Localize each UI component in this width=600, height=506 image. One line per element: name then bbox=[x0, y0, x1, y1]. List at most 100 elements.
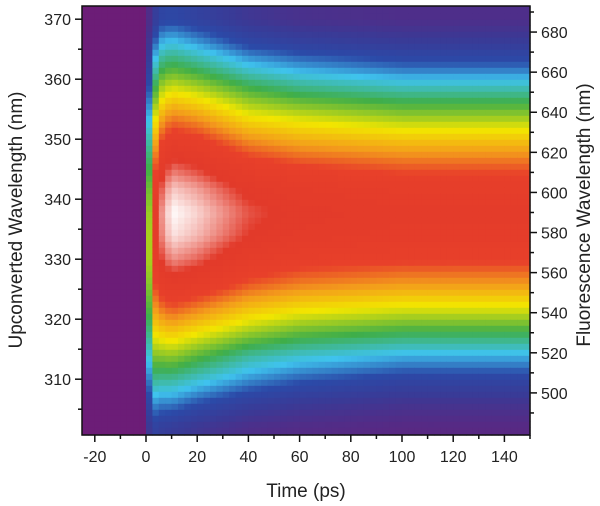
heatmap-cell bbox=[485, 6, 493, 8]
heatmap-cell bbox=[472, 337, 480, 344]
heatmap-cell bbox=[248, 133, 256, 140]
heatmap-cell bbox=[146, 307, 153, 314]
heatmap-cell bbox=[389, 6, 397, 8]
heatmap-cell bbox=[325, 325, 333, 332]
heatmap-cell bbox=[261, 49, 269, 56]
heatmap-cell bbox=[152, 391, 160, 398]
heatmap-cell bbox=[414, 127, 422, 134]
heatmap-cell bbox=[139, 361, 147, 368]
heatmap-cell bbox=[165, 217, 173, 224]
heatmap-cell bbox=[210, 193, 217, 200]
heatmap-cell bbox=[152, 151, 160, 158]
heatmap-cell bbox=[120, 67, 128, 74]
heatmap-cell bbox=[242, 73, 249, 80]
heatmap-cell bbox=[504, 331, 512, 338]
heatmap-cell bbox=[427, 337, 435, 344]
heatmap-cell bbox=[178, 223, 185, 230]
heatmap-cell bbox=[350, 229, 358, 236]
heatmap-cell bbox=[152, 283, 160, 290]
heatmap-cell bbox=[421, 157, 429, 164]
heatmap-cell bbox=[190, 301, 198, 308]
heatmap-cell bbox=[88, 403, 96, 410]
heatmap-cell bbox=[370, 349, 377, 356]
heatmap-cell bbox=[478, 331, 486, 338]
heatmap-cell bbox=[165, 427, 173, 434]
heatmap-cell bbox=[485, 211, 493, 218]
heatmap-cell bbox=[107, 247, 115, 254]
heatmap-cell bbox=[139, 409, 147, 416]
heatmap-cell bbox=[357, 157, 365, 164]
heatmap-cell bbox=[235, 403, 243, 410]
heatmap-cell bbox=[338, 427, 345, 434]
heatmap-cell bbox=[274, 307, 281, 314]
heatmap-cell bbox=[370, 421, 377, 428]
heatmap-cell bbox=[427, 277, 435, 284]
heatmap-cell bbox=[82, 49, 89, 56]
heatmap-cell bbox=[235, 259, 243, 266]
heatmap-cell bbox=[350, 385, 358, 392]
heatmap-cell bbox=[325, 109, 333, 116]
heatmap-cell bbox=[190, 85, 198, 92]
heatmap-cell bbox=[344, 265, 352, 272]
heatmap-cell bbox=[472, 181, 480, 188]
heatmap-cell bbox=[88, 265, 96, 272]
heatmap-cell bbox=[286, 349, 294, 356]
heatmap-cell bbox=[504, 43, 512, 50]
heatmap-cell bbox=[120, 133, 128, 140]
heatmap-cell bbox=[363, 337, 371, 344]
heatmap-cell bbox=[139, 199, 147, 206]
heatmap-cell bbox=[498, 265, 505, 272]
heatmap-cell bbox=[146, 133, 153, 140]
heatmap-cell bbox=[402, 403, 409, 410]
heatmap-cell bbox=[107, 307, 115, 314]
heatmap-cell bbox=[395, 145, 403, 152]
heatmap-cell bbox=[395, 241, 403, 248]
heatmap-cell bbox=[165, 31, 173, 38]
heatmap-cell bbox=[318, 6, 326, 8]
heatmap-cell bbox=[382, 139, 390, 146]
heatmap-cell bbox=[165, 229, 173, 236]
heatmap-cell bbox=[504, 211, 512, 218]
heatmap-cell bbox=[318, 181, 326, 188]
heatmap-cell bbox=[517, 421, 525, 428]
heatmap-cell bbox=[331, 379, 339, 386]
heatmap-cell bbox=[222, 397, 230, 404]
heatmap-cell bbox=[203, 13, 211, 20]
heatmap-cell bbox=[459, 301, 467, 308]
heatmap-cell bbox=[203, 139, 211, 146]
heatmap-cell bbox=[350, 325, 358, 332]
heatmap-cell bbox=[165, 43, 173, 50]
heatmap-cell bbox=[344, 115, 352, 122]
heatmap-cell bbox=[414, 97, 422, 104]
heatmap-cell bbox=[318, 145, 326, 152]
heatmap-cell bbox=[101, 391, 109, 398]
heatmap-cell bbox=[126, 121, 134, 128]
heatmap-cell bbox=[120, 409, 128, 416]
heatmap-cell bbox=[280, 157, 288, 164]
heatmap-cell bbox=[152, 301, 160, 308]
heatmap-cell bbox=[216, 391, 224, 398]
heatmap-cell bbox=[459, 37, 467, 44]
heatmap-cell bbox=[82, 361, 89, 368]
heatmap-cell bbox=[325, 193, 333, 200]
heatmap-cell bbox=[504, 235, 512, 242]
heatmap-cell bbox=[235, 187, 243, 194]
heatmap-cell bbox=[229, 163, 237, 170]
heatmap-cell bbox=[370, 67, 377, 74]
heatmap-cell bbox=[331, 91, 339, 98]
heatmap-cell bbox=[229, 103, 237, 110]
heatmap-cell bbox=[190, 103, 198, 110]
heatmap-cell bbox=[446, 7, 454, 14]
heatmap-cell bbox=[210, 427, 217, 434]
heatmap-cell bbox=[376, 373, 384, 380]
heatmap-cell bbox=[325, 421, 333, 428]
heatmap-cell bbox=[274, 139, 281, 146]
heatmap-cell bbox=[318, 205, 326, 212]
heatmap-cell bbox=[402, 31, 409, 38]
heatmap-cell bbox=[370, 337, 377, 344]
heatmap-cell bbox=[120, 217, 128, 224]
heatmap-cell bbox=[466, 373, 473, 380]
heatmap-cell bbox=[152, 103, 160, 110]
heatmap-cell bbox=[478, 307, 486, 314]
heatmap-cell bbox=[312, 91, 320, 98]
